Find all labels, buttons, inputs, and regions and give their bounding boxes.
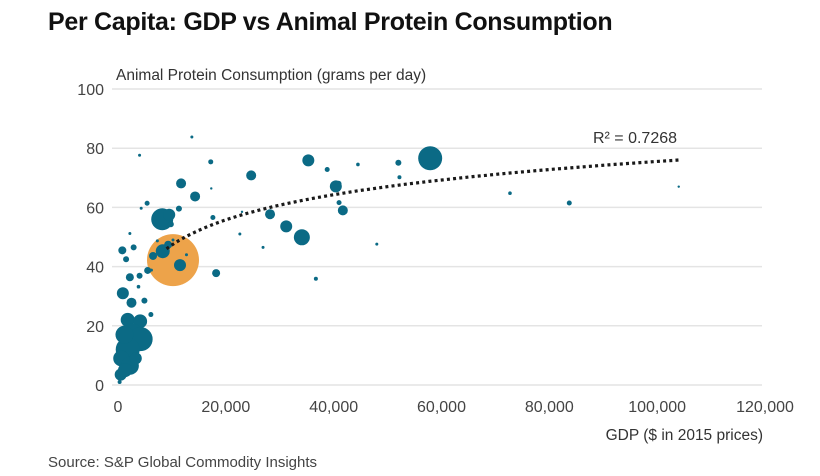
data-point xyxy=(129,352,142,365)
x-tick-label: 40,000 xyxy=(309,399,358,416)
y-tick-label: 100 xyxy=(77,82,104,99)
data-point xyxy=(337,205,348,216)
data-point xyxy=(238,232,242,236)
data-point xyxy=(148,312,154,318)
trendline xyxy=(165,158,679,251)
data-point xyxy=(210,187,213,190)
data-point xyxy=(125,273,134,282)
data-point xyxy=(118,246,127,255)
data-point xyxy=(184,253,188,257)
data-point xyxy=(163,208,176,221)
data-point xyxy=(336,200,342,206)
x-tick-labels: 0 20,000 40,000 60,000 80,000 100,000 120,000 xyxy=(114,399,794,416)
data-point xyxy=(280,220,293,233)
data-point xyxy=(171,238,175,242)
trendline-layer xyxy=(165,158,679,251)
data-point xyxy=(397,175,402,180)
data-point xyxy=(136,272,143,279)
data-point xyxy=(117,380,122,385)
data-points xyxy=(113,135,680,385)
data-point xyxy=(395,159,402,166)
data-point xyxy=(261,245,265,249)
data-point xyxy=(293,229,310,246)
data-point xyxy=(212,269,221,278)
data-point xyxy=(120,312,135,327)
data-point xyxy=(139,206,143,210)
x-tick-label: 20,000 xyxy=(201,399,250,416)
y-tick-label: 60 xyxy=(86,200,104,217)
data-point xyxy=(155,239,159,243)
data-point xyxy=(174,259,187,272)
data-point xyxy=(167,221,174,228)
x-tick-label: 120,000 xyxy=(736,399,794,416)
y-tick-label: 40 xyxy=(86,260,104,277)
y-tick-label: 80 xyxy=(86,141,104,158)
y-tick-label: 20 xyxy=(86,319,104,336)
x-axis-label: GDP ($ in 2015 prices) xyxy=(606,427,763,444)
data-point xyxy=(313,276,318,281)
data-point xyxy=(375,242,379,246)
data-point xyxy=(566,200,572,206)
data-point xyxy=(115,325,134,344)
data-point xyxy=(116,287,129,300)
data-point xyxy=(136,284,141,289)
data-point xyxy=(175,205,182,212)
data-point xyxy=(141,297,148,304)
data-point xyxy=(123,256,130,263)
data-point xyxy=(356,162,360,167)
data-point xyxy=(176,178,187,189)
chart-title: Per Capita: GDP vs Animal Protein Consum… xyxy=(48,8,613,36)
data-point xyxy=(190,191,201,202)
y-axis-label: Animal Protein Consumption (grams per da… xyxy=(116,67,426,84)
source-note: Source: S&P Global Commodity Insights xyxy=(48,454,318,471)
x-tick-label: 80,000 xyxy=(525,399,574,416)
gridlines xyxy=(112,88,762,386)
data-point xyxy=(128,231,132,235)
data-point xyxy=(302,154,315,167)
data-point xyxy=(164,240,173,249)
data-point xyxy=(149,251,158,260)
data-point xyxy=(508,191,512,195)
data-point xyxy=(240,210,244,214)
data-point xyxy=(138,153,142,157)
highlight-point xyxy=(146,234,199,287)
data-point xyxy=(126,297,137,308)
data-point xyxy=(677,185,680,188)
r-squared-annotation: R² = 0.7268 xyxy=(593,130,677,147)
data-point xyxy=(118,363,133,378)
data-point xyxy=(324,167,330,173)
data-point xyxy=(144,266,152,274)
data-point xyxy=(190,135,194,139)
x-tick-label: 0 xyxy=(114,399,123,416)
x-tick-label: 60,000 xyxy=(417,399,466,416)
y-tick-label: 0 xyxy=(95,378,104,395)
data-point xyxy=(335,180,342,187)
data-point xyxy=(246,170,257,181)
data-point xyxy=(210,214,216,220)
x-tick-label: 100,000 xyxy=(628,399,686,416)
data-point xyxy=(265,209,276,220)
data-point xyxy=(149,268,153,272)
data-point xyxy=(144,200,150,206)
data-point xyxy=(208,159,214,165)
data-point xyxy=(130,244,137,251)
y-tick-labels: 0 20 40 60 80 100 xyxy=(77,82,104,395)
highlight-layer xyxy=(146,234,199,287)
data-point xyxy=(418,146,443,171)
